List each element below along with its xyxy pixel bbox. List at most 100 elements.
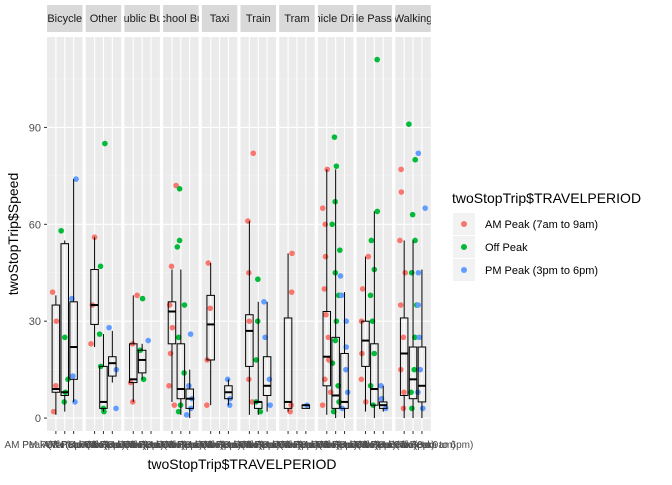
data-point <box>53 318 60 324</box>
data-point <box>415 302 422 308</box>
x-tick-label: Off Peak <box>239 440 279 451</box>
data-point <box>321 286 328 292</box>
x-tick-label: PM Peak (3pm to 6pm) <box>293 440 396 451</box>
box <box>90 269 99 325</box>
facet-panel: Vehicle Passenger <box>356 5 393 434</box>
points-group <box>287 250 310 415</box>
data-point <box>246 269 252 276</box>
data-point <box>398 189 405 195</box>
facet-label-group: Taxi <box>210 13 230 25</box>
data-point <box>130 399 136 405</box>
data-point <box>338 292 345 299</box>
data-point <box>371 350 378 357</box>
boxplot <box>301 404 311 409</box>
boxplot <box>340 292 349 419</box>
x-tick-label: AM Peak (7am to 9am) <box>353 440 456 451</box>
box <box>370 343 379 406</box>
data-point <box>319 205 326 211</box>
data-point <box>88 341 94 347</box>
data-point <box>254 318 261 324</box>
data-point <box>171 402 178 408</box>
facet-label-group: Train <box>246 13 271 25</box>
facet-label: Bicycle <box>47 13 82 25</box>
box <box>69 301 78 380</box>
data-point <box>333 318 340 324</box>
data-point <box>411 366 418 373</box>
legend-swatch <box>461 267 467 273</box>
data-point <box>402 269 409 276</box>
data-point <box>374 208 381 215</box>
points-group <box>166 182 195 418</box>
data-point <box>332 198 338 205</box>
boxplot <box>378 385 388 412</box>
data-point <box>365 253 372 260</box>
box <box>361 320 370 367</box>
data-point <box>409 211 416 218</box>
data-point <box>70 373 76 379</box>
data-point <box>257 408 264 415</box>
boxplot <box>399 240 409 419</box>
data-point <box>401 389 407 396</box>
x-tick-label: AM Peak (7am to 9am) <box>159 440 262 451</box>
facet-strip <box>124 5 160 32</box>
facet-label-group: Bicycle <box>47 13 82 25</box>
data-point <box>327 389 334 396</box>
data-point <box>415 269 422 276</box>
data-point <box>255 276 261 283</box>
x-tick-label: AM Peak (7am to 9am) <box>198 440 301 451</box>
data-point <box>289 250 295 257</box>
facet-label-group: Tram <box>284 13 309 25</box>
box <box>262 356 272 396</box>
boxplot <box>90 237 99 348</box>
boxplot <box>99 334 108 412</box>
facet-strip <box>85 5 122 32</box>
boxplot <box>322 169 332 415</box>
data-point <box>409 405 415 412</box>
data-point <box>175 408 182 415</box>
data-point <box>288 402 294 408</box>
box <box>322 311 332 387</box>
facet-label-group: Walking <box>395 13 431 25</box>
facet-label: Tram <box>284 13 309 25</box>
boxplot <box>108 330 117 383</box>
data-point <box>332 337 339 344</box>
legend-label: PM Peak (3pm to 6pm) <box>485 265 598 277</box>
data-point <box>224 376 231 383</box>
boxplot <box>206 263 215 406</box>
x-tick-label: PM Peak (3pm to 6pm) <box>177 440 280 451</box>
data-point <box>330 408 337 415</box>
box <box>331 336 340 409</box>
points-group <box>127 292 152 405</box>
facet-label-group: Vehicle Driver <box>318 13 354 25</box>
boxplot <box>283 253 293 412</box>
x-tick-label: Off Peak <box>355 440 395 451</box>
data-point <box>367 292 374 299</box>
data-point <box>331 134 338 140</box>
facet-label: Train <box>246 13 271 25</box>
boxplot <box>167 269 177 402</box>
data-point <box>246 318 253 324</box>
data-point <box>319 402 326 408</box>
facet-strip <box>356 5 393 32</box>
data-point <box>412 237 418 244</box>
data-point <box>261 299 267 305</box>
boxplot <box>331 169 340 419</box>
x-tick-label: Off Peak <box>161 440 201 451</box>
data-point <box>333 163 340 169</box>
box <box>108 356 117 377</box>
data-point <box>207 305 214 312</box>
box <box>137 349 147 374</box>
data-point <box>329 221 335 228</box>
data-point <box>65 376 71 383</box>
data-point <box>97 263 104 270</box>
data-point <box>337 247 343 253</box>
legend: twoStopTrip$TRAVELPERIOD AM Peak (7am to … <box>452 190 641 281</box>
facet-panel: Train <box>240 5 276 434</box>
data-point <box>322 253 329 260</box>
box <box>206 294 215 361</box>
x-tick-label: AM Peak (7am to 9am) <box>314 440 417 451</box>
facet-panel: Other <box>85 5 122 434</box>
data-point <box>359 286 366 292</box>
box <box>60 243 69 396</box>
facet-panel: School Bus <box>163 5 199 434</box>
